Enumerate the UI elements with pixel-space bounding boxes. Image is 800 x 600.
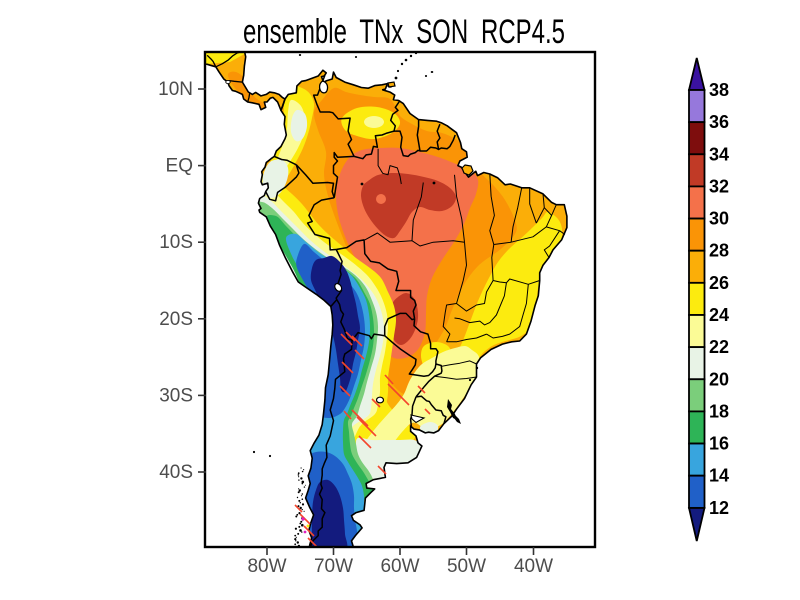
svg-text:14: 14 [709,466,729,486]
svg-text:36: 36 [709,112,729,132]
svg-text:EQ: EQ [166,156,193,177]
svg-text:30: 30 [709,209,729,229]
svg-text:22: 22 [709,337,729,357]
svg-text:38: 38 [709,80,729,100]
svg-text:20S: 20S [159,309,193,330]
svg-text:10N: 10N [158,79,193,100]
svg-text:40S: 40S [159,462,193,483]
svg-text:10S: 10S [159,232,193,253]
svg-text:80W: 80W [247,556,286,577]
svg-text:30S: 30S [159,385,193,406]
svg-text:70W: 70W [314,556,353,577]
svg-text:32: 32 [709,176,729,196]
svg-text:34: 34 [709,144,729,164]
svg-text:50W: 50W [447,556,486,577]
svg-text:24: 24 [709,305,729,325]
svg-text:18: 18 [709,401,729,421]
svg-text:20: 20 [709,369,729,389]
svg-text:40W: 40W [514,556,553,577]
svg-text:60W: 60W [380,556,419,577]
svg-text:16: 16 [709,434,729,454]
svg-text:ensemble TNx SON RCP4.5: ensemble TNx SON RCP4.5 [243,13,565,51]
svg-text:28: 28 [709,241,729,261]
svg-text:26: 26 [709,273,729,293]
svg-text:12: 12 [709,498,729,518]
